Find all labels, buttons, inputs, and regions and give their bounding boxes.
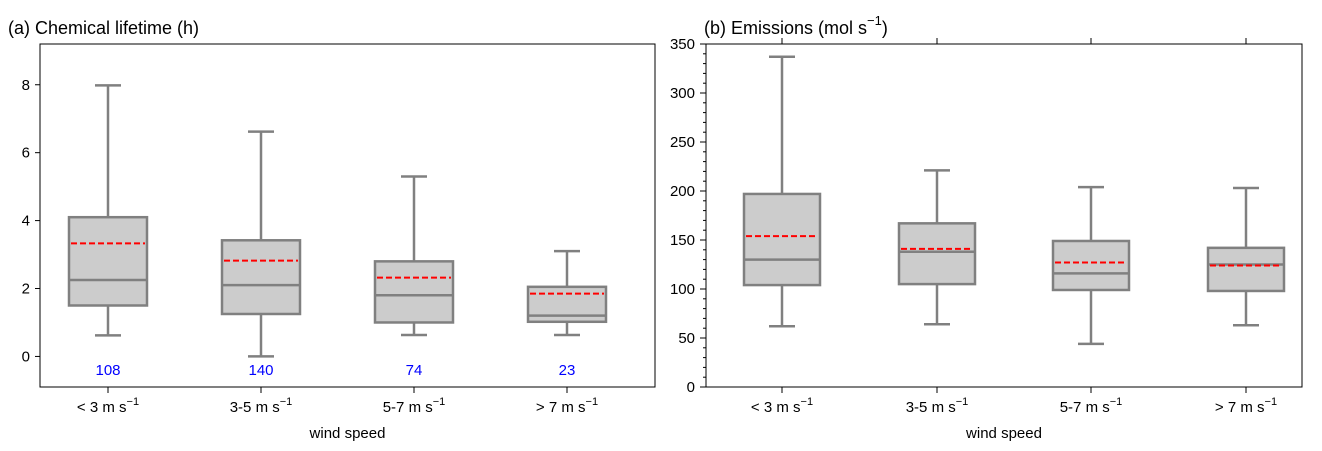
x-tick-label: > 7 m s−1 [536, 396, 598, 416]
x-tick-label-sup: −1 [280, 396, 293, 408]
x-tick-label-base: 5-7 m s [383, 399, 433, 416]
sample-count: 108 [95, 362, 120, 379]
plot-area-frame [705, 43, 1303, 388]
x-tick-label-base: > 7 m s [536, 399, 586, 416]
x-tick-label: 5-7 m s−1 [1060, 396, 1123, 416]
y-tick-label: 250 [670, 134, 695, 151]
box-1 [67, 84, 149, 337]
iqr-box [220, 239, 302, 316]
box-4 [1206, 186, 1286, 327]
chart-title-sup: −1 [867, 13, 882, 28]
x-tick-label-sup: −1 [956, 396, 969, 408]
box-4 [526, 249, 608, 337]
x-tick-label: > 7 m s−1 [1215, 396, 1277, 416]
sample-count: 23 [559, 362, 576, 379]
y-tick-label: 0 [687, 379, 695, 396]
x-tick-label: 3-5 m s−1 [230, 396, 293, 416]
iqr-box [373, 260, 455, 324]
box-2 [220, 130, 302, 358]
x-tick-label-sup: −1 [1265, 396, 1278, 408]
x-tick-label: < 3 m s−1 [77, 396, 139, 416]
x-tick-label: 3-5 m s−1 [906, 396, 969, 416]
chart-title-close: ) [882, 18, 888, 38]
plot-area-frame [39, 43, 656, 388]
x-tick-label-sup: −1 [433, 396, 446, 408]
chart-title: (b) Emissions (mol s−1) [704, 13, 888, 38]
x-tick-label-base: 3-5 m s [906, 399, 956, 416]
y-tick-label: 50 [678, 330, 695, 347]
x-tick-label-base: 5-7 m s [1060, 399, 1110, 416]
x-axis-label: wind speed [309, 425, 386, 442]
x-tick-label: < 3 m s−1 [751, 396, 813, 416]
y-tick-label: 350 [670, 36, 695, 53]
iqr-box [742, 192, 822, 287]
y-tick-label: 0 [22, 348, 30, 365]
chart-title-main: (b) Emissions (mol s [704, 18, 867, 38]
chart-title-main: (a) Chemical lifetime (h) [8, 18, 199, 38]
box-3 [1051, 185, 1131, 346]
panel-b: (b) Emissions (mol s−1)05010015020025030… [670, 13, 1303, 442]
x-tick-label-base: > 7 m s [1215, 399, 1265, 416]
sample-count: 74 [406, 362, 423, 379]
x-tick-label-sup: −1 [1110, 396, 1123, 408]
y-tick-label: 150 [670, 232, 695, 249]
iqr-box [897, 222, 977, 286]
iqr-box [67, 215, 149, 307]
x-axis-label: wind speed [965, 425, 1042, 442]
y-tick-label: 200 [670, 183, 695, 200]
sample-count: 140 [248, 362, 273, 379]
y-tick-label: 2 [22, 281, 30, 298]
x-tick-label-sup: −1 [586, 396, 599, 408]
y-tick-label: 300 [670, 85, 695, 102]
y-tick-label: 4 [22, 213, 30, 230]
y-tick-label: 100 [670, 281, 695, 298]
x-tick-label-base: < 3 m s [77, 399, 127, 416]
x-tick-label-sup: −1 [801, 396, 814, 408]
x-tick-label-sup: −1 [127, 396, 140, 408]
box-3 [373, 175, 455, 337]
iqr-box [1051, 239, 1131, 292]
iqr-box [1206, 246, 1286, 293]
y-tick-label: 8 [22, 77, 30, 94]
box-2 [897, 169, 977, 326]
x-tick-label: 5-7 m s−1 [383, 396, 446, 416]
x-tick-label-base: 3-5 m s [230, 399, 280, 416]
y-tick-label: 6 [22, 145, 30, 162]
chart-title: (a) Chemical lifetime (h) [8, 18, 199, 38]
box-1 [742, 55, 822, 328]
x-tick-label-base: < 3 m s [751, 399, 801, 416]
